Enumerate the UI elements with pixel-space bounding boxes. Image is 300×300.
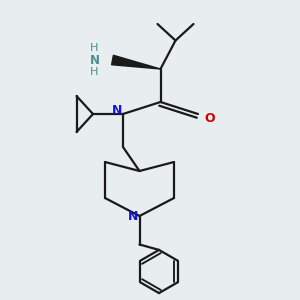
Text: H: H <box>90 43 99 53</box>
Polygon shape <box>112 55 160 69</box>
Text: N: N <box>112 104 122 118</box>
Text: N: N <box>128 210 138 223</box>
Text: N: N <box>89 53 100 67</box>
Text: H: H <box>90 67 99 77</box>
Text: O: O <box>205 112 215 125</box>
